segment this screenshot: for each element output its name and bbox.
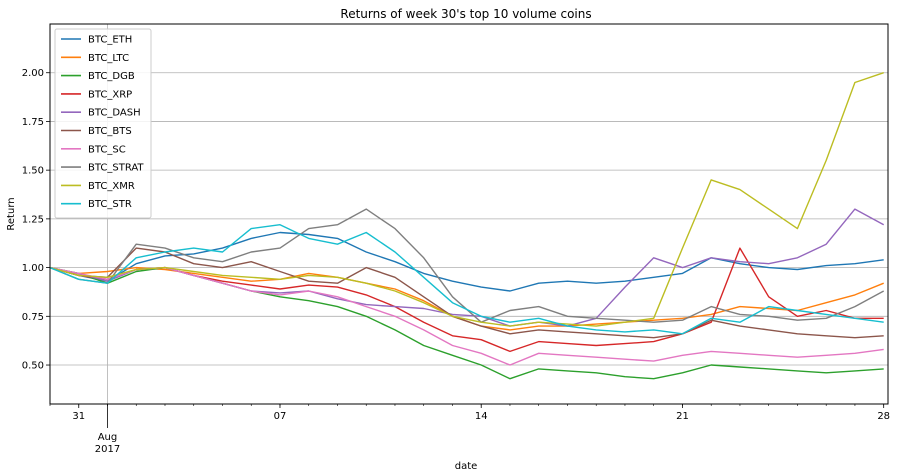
x-tick-label: 14 (475, 411, 488, 422)
chart-title: Returns of week 30's top 10 volume coins (340, 7, 591, 21)
legend-label-btc-sc: BTC_SC (88, 144, 126, 155)
x-tick-sublabel: 2017 (95, 444, 120, 455)
y-tick-label: 1.75 (22, 117, 44, 128)
y-tick-label: 1.00 (22, 263, 44, 274)
series-line-btc-str (49, 223, 884, 335)
series-line-btc-bts (49, 247, 884, 339)
legend-label-btc-eth: BTC_ETH (88, 35, 132, 46)
x-tick-label: 07 (274, 411, 287, 422)
legend-label-btc-xrp: BTC_XRP (88, 89, 132, 100)
legend-label-btc-ltc: BTC_LTC (88, 53, 129, 64)
series-line-btc-eth (49, 231, 884, 292)
legend-label-btc-str: BTC_STR (88, 199, 132, 210)
y-axis-title: Return (6, 197, 17, 230)
plot-frame (49, 23, 889, 405)
series-line-btc-sc (49, 266, 884, 366)
legend-label-btc-dgb: BTC_DGB (88, 71, 135, 82)
x-tick-label: 28 (877, 411, 890, 422)
x-tick-label: Aug (98, 432, 118, 443)
y-tick-label: 1.50 (22, 166, 44, 177)
legend-label-btc-bts: BTC_BTS (88, 126, 132, 137)
x-tick-label: 31 (72, 411, 85, 422)
series-line-btc-xmr (49, 72, 884, 327)
legend-label-btc-xmr: BTC_XMR (88, 181, 135, 192)
legend-label-btc-strat: BTC_STRAT (88, 163, 144, 174)
grid-layer (50, 24, 888, 404)
y-tick-label: 1.25 (22, 214, 44, 225)
legend: BTC_ETH BTC_LTC BTC_DGB BTC_XRP BTC_DASH BTC_… (54, 28, 152, 219)
y-axis: 0.50 0.75 1.00 1.25 1.50 1.75 2.00 (22, 68, 50, 372)
y-tick-label: 2.00 (22, 68, 44, 79)
legend-label-btc-dash: BTC_DASH (88, 108, 141, 119)
y-tick-label: 0.75 (22, 312, 44, 323)
x-tick-label: 21 (676, 411, 689, 422)
x-axis-title: date (455, 461, 478, 472)
series-layer (49, 72, 885, 380)
y-tick-label: 0.50 (22, 361, 44, 372)
